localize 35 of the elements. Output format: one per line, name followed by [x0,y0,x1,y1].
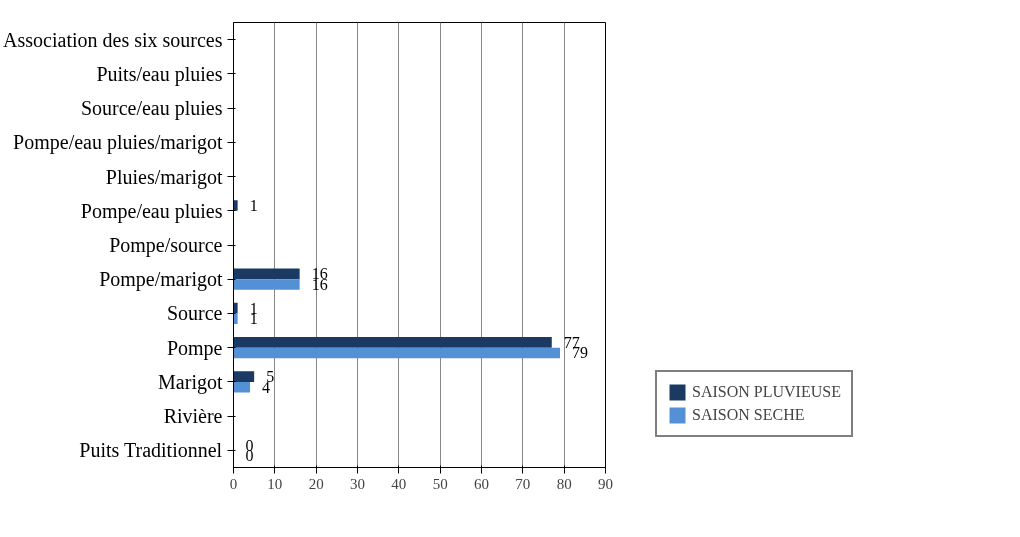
x-tick-label: 90 [598,475,613,492]
y-tick-label: Rivière [163,405,223,428]
bar [233,302,238,314]
y-tick-label: Association des six sources [3,28,223,51]
x-tick-label: 60 [474,475,489,492]
x-tick-label: 30 [350,475,365,492]
bar [233,381,251,393]
data-label: 1 [249,196,258,214]
bar [233,337,552,348]
x-tick-label: 20 [308,475,324,492]
y-tick-label: Puits Traditionnel [79,439,223,462]
bar [233,200,238,211]
y-tick-label: Pompe [166,336,223,360]
y-tick-label: Pompe/eau pluies/marigot [13,131,223,155]
legend-label: SAISON PLUVIEUSE [692,383,841,401]
bar [233,279,300,290]
x-tick-label: 40 [391,475,407,492]
bar [233,313,238,325]
y-tick-label: Source [166,302,223,325]
x-tick-label: 10 [267,475,283,492]
y-tick-label: Source/eau pluies [80,97,223,121]
y-tick-label: Pluies/marigot [105,165,223,189]
x-tick-label: 0 [229,475,238,492]
y-tick-label: Pompe/marigot [99,268,223,292]
bar [233,268,300,280]
y-tick-label: Pompe/eau pluies [80,199,223,223]
bar [233,371,255,382]
bar [233,347,561,359]
y-tick-label: Marigot [158,370,223,394]
y-tick-label: Puits/eau pluies [96,62,223,86]
legend-label: SAISON SECHE [692,406,805,424]
x-tick-label: 80 [556,475,572,492]
x-tick-label: 50 [432,475,448,492]
x-tick-label: 70 [515,475,531,492]
y-tick-label: Pompe/source [109,234,223,257]
